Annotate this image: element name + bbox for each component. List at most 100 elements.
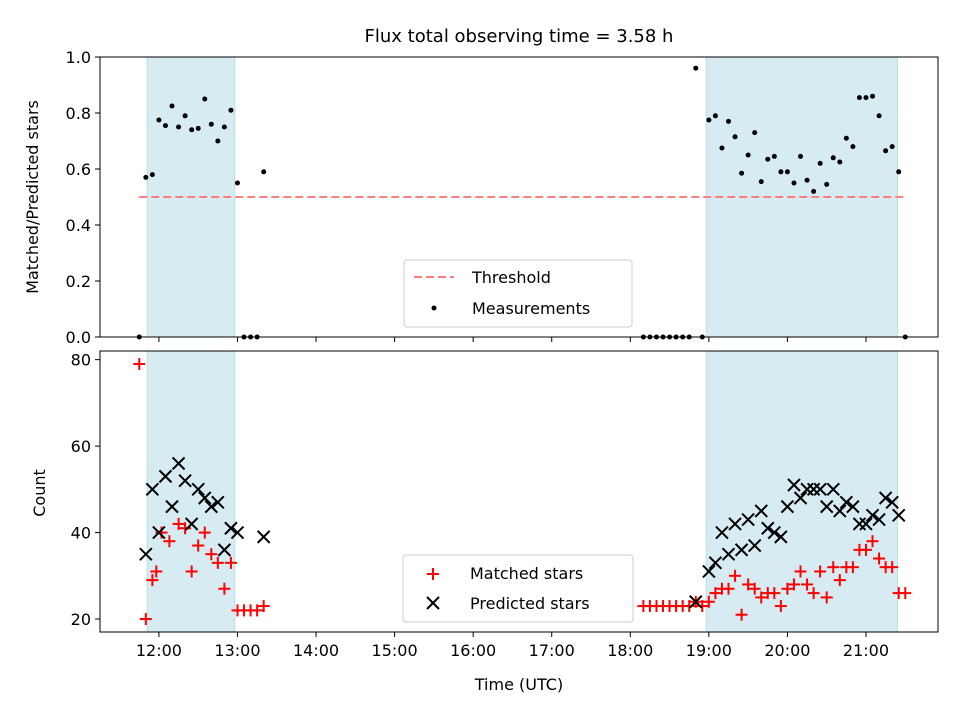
matched-star-point	[774, 600, 787, 613]
legend-matched-label: Matched stars	[470, 564, 583, 583]
predicted-star-stroke-b	[892, 508, 906, 522]
predicted-star-point	[793, 491, 808, 505]
bottom-x-tick-label: 14:00	[293, 641, 339, 660]
predicted-star-point	[892, 508, 906, 522]
predicted-star-point	[859, 517, 873, 531]
predicted-star-point	[145, 482, 160, 497]
bottom-x-tick-label: 18:00	[607, 641, 653, 660]
measurement-point	[850, 144, 856, 150]
predicted-star-point	[184, 517, 199, 531]
measurement-point	[798, 153, 804, 159]
predicted-star-point	[158, 469, 173, 484]
measurement-point	[811, 188, 817, 194]
predicted-star-point	[865, 508, 880, 522]
measurement-point	[693, 65, 699, 71]
measurement-point	[863, 95, 869, 101]
measurement-point	[896, 169, 902, 175]
measurement-point	[804, 177, 810, 183]
predicted-star-stroke-b	[224, 521, 238, 535]
matched-star-point	[198, 526, 211, 539]
predicted-star-stroke-b	[708, 556, 723, 570]
matched-star-point	[696, 600, 709, 613]
legend-measurements-label: Measurements	[472, 299, 590, 318]
predicted-star-point	[256, 530, 271, 544]
matched-star-point	[192, 539, 205, 552]
predicted-star-stroke-b	[178, 473, 192, 488]
bottom-y-tick-label: 60	[71, 437, 91, 456]
measurement-point	[765, 156, 771, 162]
predicted-star-point	[800, 482, 814, 497]
predicted-star-stroke-b	[741, 512, 755, 527]
predicted-star-stroke-b	[826, 482, 840, 497]
measurement-point	[778, 169, 784, 175]
matched-star-point	[139, 613, 152, 626]
measurement-point	[758, 179, 764, 185]
top-y-tick-label: 0.4	[66, 216, 91, 235]
measurement-point	[208, 121, 214, 127]
measurement-point	[719, 145, 725, 151]
measurement-point	[156, 117, 162, 123]
predicted-star-point	[728, 517, 742, 531]
top-y-tick-label: 0.2	[66, 272, 91, 291]
predicted-star-stroke-b	[865, 508, 880, 522]
matched-star-point	[814, 565, 827, 578]
matched-star-point	[163, 535, 176, 548]
predicted-star-point	[774, 530, 788, 544]
measurement-point	[732, 134, 738, 140]
predicted-star-point	[846, 499, 860, 514]
measurement-point	[739, 170, 745, 176]
matched-star-point	[827, 561, 840, 574]
predicted-star-stroke-b	[211, 495, 225, 510]
matched-star-point	[211, 556, 224, 569]
matched-star-point	[846, 561, 859, 574]
matched-star-point	[781, 582, 794, 595]
measurement-point	[817, 160, 823, 166]
predicted-star-point	[741, 512, 755, 527]
measurement-point	[752, 130, 758, 136]
predicted-star-point	[224, 521, 238, 535]
bottom-legend-box	[402, 554, 634, 623]
predicted-star-stroke-b	[761, 521, 775, 535]
top-y-tick-label: 0.8	[66, 104, 91, 123]
measurement-point	[889, 144, 895, 150]
bottom-x-tick-label: 20:00	[764, 641, 810, 660]
predicted-star-stroke-b	[813, 482, 827, 497]
measurement-point	[706, 117, 712, 123]
predicted-star-point	[767, 525, 782, 540]
measurement-point	[784, 169, 790, 175]
predicted-star-point	[754, 504, 768, 518]
matched-star-point	[873, 552, 886, 565]
predicted-star-point	[813, 482, 827, 497]
legend-predicted-label: Predicted stars	[470, 594, 590, 613]
top-y-axis-label: Matched/Predicted stars	[23, 100, 42, 294]
matched-star-point	[787, 578, 800, 591]
measurement-point	[215, 138, 221, 144]
predicted-star-stroke-b	[204, 499, 219, 514]
predicted-star-point	[217, 543, 232, 557]
measurement-point	[791, 180, 797, 186]
predicted-star-point	[761, 521, 775, 535]
measurement-point	[162, 123, 168, 129]
predicted-star-stroke-b	[754, 504, 768, 518]
predicted-star-stroke-b	[158, 469, 173, 484]
matched-star-point	[251, 604, 264, 617]
measurement-point	[876, 113, 882, 119]
matched-star-point	[866, 535, 879, 548]
predicted-star-point	[721, 547, 736, 561]
predicted-star-point	[885, 495, 899, 510]
predicted-star-point	[839, 495, 854, 510]
predicted-star-stroke-b	[806, 482, 821, 497]
predicted-star-stroke-b	[171, 456, 186, 471]
predicted-star-stroke-b	[787, 478, 801, 492]
predicted-star-stroke-b	[800, 482, 814, 497]
measurement-point	[856, 95, 862, 101]
predicted-star-stroke-b	[230, 525, 245, 540]
predicted-star-stroke-b	[702, 564, 716, 579]
measurement-point	[202, 96, 208, 102]
predicted-star-point	[198, 491, 212, 505]
predicted-star-stroke-b	[689, 595, 703, 609]
matched-star-point	[742, 578, 755, 591]
matched-star-point	[794, 565, 807, 578]
matched-star-point	[748, 582, 761, 595]
